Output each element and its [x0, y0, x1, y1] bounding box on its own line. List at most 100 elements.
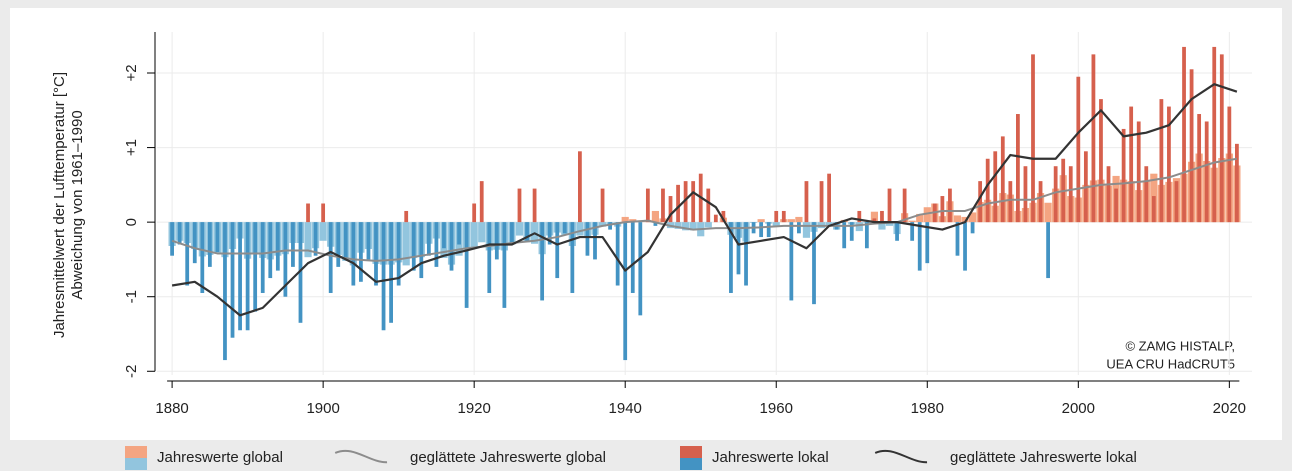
y-tick-label: +1 — [123, 139, 140, 156]
bar — [1031, 54, 1035, 223]
x-tick-label: 1900 — [306, 400, 339, 417]
bar — [411, 222, 416, 271]
bar — [774, 210, 779, 223]
bar — [1219, 54, 1224, 223]
bar — [275, 222, 280, 271]
bar — [795, 216, 803, 223]
bar — [336, 222, 341, 267]
bar — [1182, 46, 1186, 223]
bar — [185, 222, 190, 286]
legend-swatch — [680, 458, 702, 470]
bar — [1016, 114, 1020, 223]
bar — [1000, 136, 1005, 223]
bar — [283, 222, 288, 297]
bar — [479, 181, 484, 223]
bar — [615, 222, 620, 286]
x-tick-label: 1920 — [457, 400, 490, 417]
bar — [253, 222, 258, 312]
bar — [864, 222, 869, 249]
legend-label: geglättete Jahreswerte global — [410, 449, 606, 466]
bar — [1106, 166, 1111, 223]
legend-label: Jahreswerte lokal — [712, 449, 829, 466]
bar — [849, 222, 854, 241]
bar — [555, 222, 560, 279]
bar — [449, 222, 454, 271]
x-tick-label: 1980 — [911, 400, 944, 417]
bar — [494, 222, 499, 260]
bar — [857, 210, 862, 223]
bar — [532, 188, 537, 223]
bar — [1038, 181, 1043, 223]
bar — [812, 222, 816, 305]
smoothed-line — [171, 83, 1238, 317]
bar — [802, 222, 811, 238]
bar — [661, 188, 665, 223]
bar — [689, 222, 697, 231]
bar — [651, 210, 660, 223]
bar — [351, 222, 356, 286]
bar — [910, 222, 915, 241]
bar — [978, 181, 983, 223]
bar — [1227, 106, 1232, 223]
bar — [940, 196, 945, 223]
bar — [925, 222, 930, 264]
bar — [1053, 166, 1058, 223]
bar — [970, 222, 975, 234]
bar — [757, 219, 765, 223]
bar — [223, 222, 227, 361]
bar — [630, 222, 635, 293]
bar — [1189, 69, 1194, 223]
bar — [1159, 99, 1164, 223]
bar — [547, 222, 552, 245]
bar — [638, 222, 643, 316]
bar — [1099, 99, 1103, 223]
bar — [402, 222, 410, 266]
bar — [576, 222, 584, 236]
bar — [464, 222, 469, 308]
bar — [948, 188, 952, 223]
bar — [993, 151, 998, 223]
bar — [478, 222, 486, 243]
bar — [797, 222, 801, 234]
bar — [1144, 166, 1149, 223]
bar — [645, 188, 650, 223]
bar — [870, 211, 879, 223]
legend-label: geglättete Jahreswerte lokal — [950, 449, 1137, 466]
bar — [598, 222, 607, 227]
bar — [570, 222, 575, 293]
bar — [908, 220, 916, 223]
bar — [804, 181, 809, 223]
bar — [1046, 222, 1050, 279]
x-tick-label: 1880 — [155, 400, 188, 417]
bar — [825, 222, 833, 226]
bar — [1091, 54, 1096, 223]
bar — [623, 222, 628, 361]
bar — [540, 222, 545, 301]
bar — [721, 210, 726, 223]
bar — [426, 222, 431, 256]
bar — [955, 222, 960, 256]
bar — [585, 222, 590, 256]
bar — [268, 222, 273, 279]
bar — [419, 222, 424, 279]
bar — [291, 222, 295, 267]
bar — [510, 222, 514, 245]
bar — [872, 218, 877, 223]
bar — [744, 222, 748, 286]
bar — [343, 222, 348, 260]
bar — [306, 203, 310, 223]
bar — [1129, 106, 1134, 223]
bar — [177, 222, 182, 245]
bar — [827, 173, 831, 223]
bar — [374, 222, 378, 286]
bar — [304, 222, 312, 258]
x-tick-label: 1960 — [760, 400, 793, 417]
bar — [674, 222, 682, 229]
bar — [502, 222, 507, 308]
bar — [578, 151, 582, 223]
bar — [963, 222, 967, 271]
bar — [789, 222, 794, 301]
bar — [916, 213, 924, 223]
